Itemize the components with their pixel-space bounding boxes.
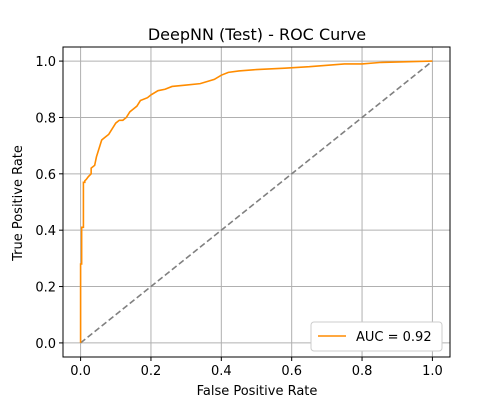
plot-frame <box>62 46 451 358</box>
y-tick-label: 0.2 <box>35 281 56 296</box>
legend: AUC = 0.92 <box>310 321 443 352</box>
x-tick-label: 0.6 <box>281 364 302 379</box>
y-tick-label: 1.0 <box>35 55 56 70</box>
roc-curve-line <box>79 60 433 343</box>
x-tick-label: 0.4 <box>211 364 232 379</box>
legend-label-auc: AUC = 0.92 <box>356 330 432 345</box>
legend-box <box>310 321 443 352</box>
chart-title: DeepNN (Test) - ROC Curve <box>148 25 366 44</box>
x-tick-label: 1.0 <box>422 364 443 379</box>
series-layer <box>79 60 433 344</box>
y-tick-label: 0.8 <box>35 111 56 126</box>
x-axis-label: False Positive Rate <box>197 384 318 399</box>
x-tick-label: 0.2 <box>141 364 162 379</box>
y-axis-label: True Positive Rate <box>11 145 26 262</box>
chance-diagonal-line <box>80 60 433 344</box>
x-tick-label: 0.8 <box>352 364 373 379</box>
y-tick-label: 0.6 <box>35 168 56 183</box>
grid-lines <box>63 47 450 357</box>
x-tick-label: 0.0 <box>70 364 91 379</box>
ticks: 0.0 0.2 0.4 0.6 0.8 1.0 0.0 0.2 0.4 0.6 0.8 1.0 <box>35 55 442 379</box>
y-tick-label: 0.4 <box>35 224 56 239</box>
y-tick-label: 0.0 <box>35 337 56 352</box>
